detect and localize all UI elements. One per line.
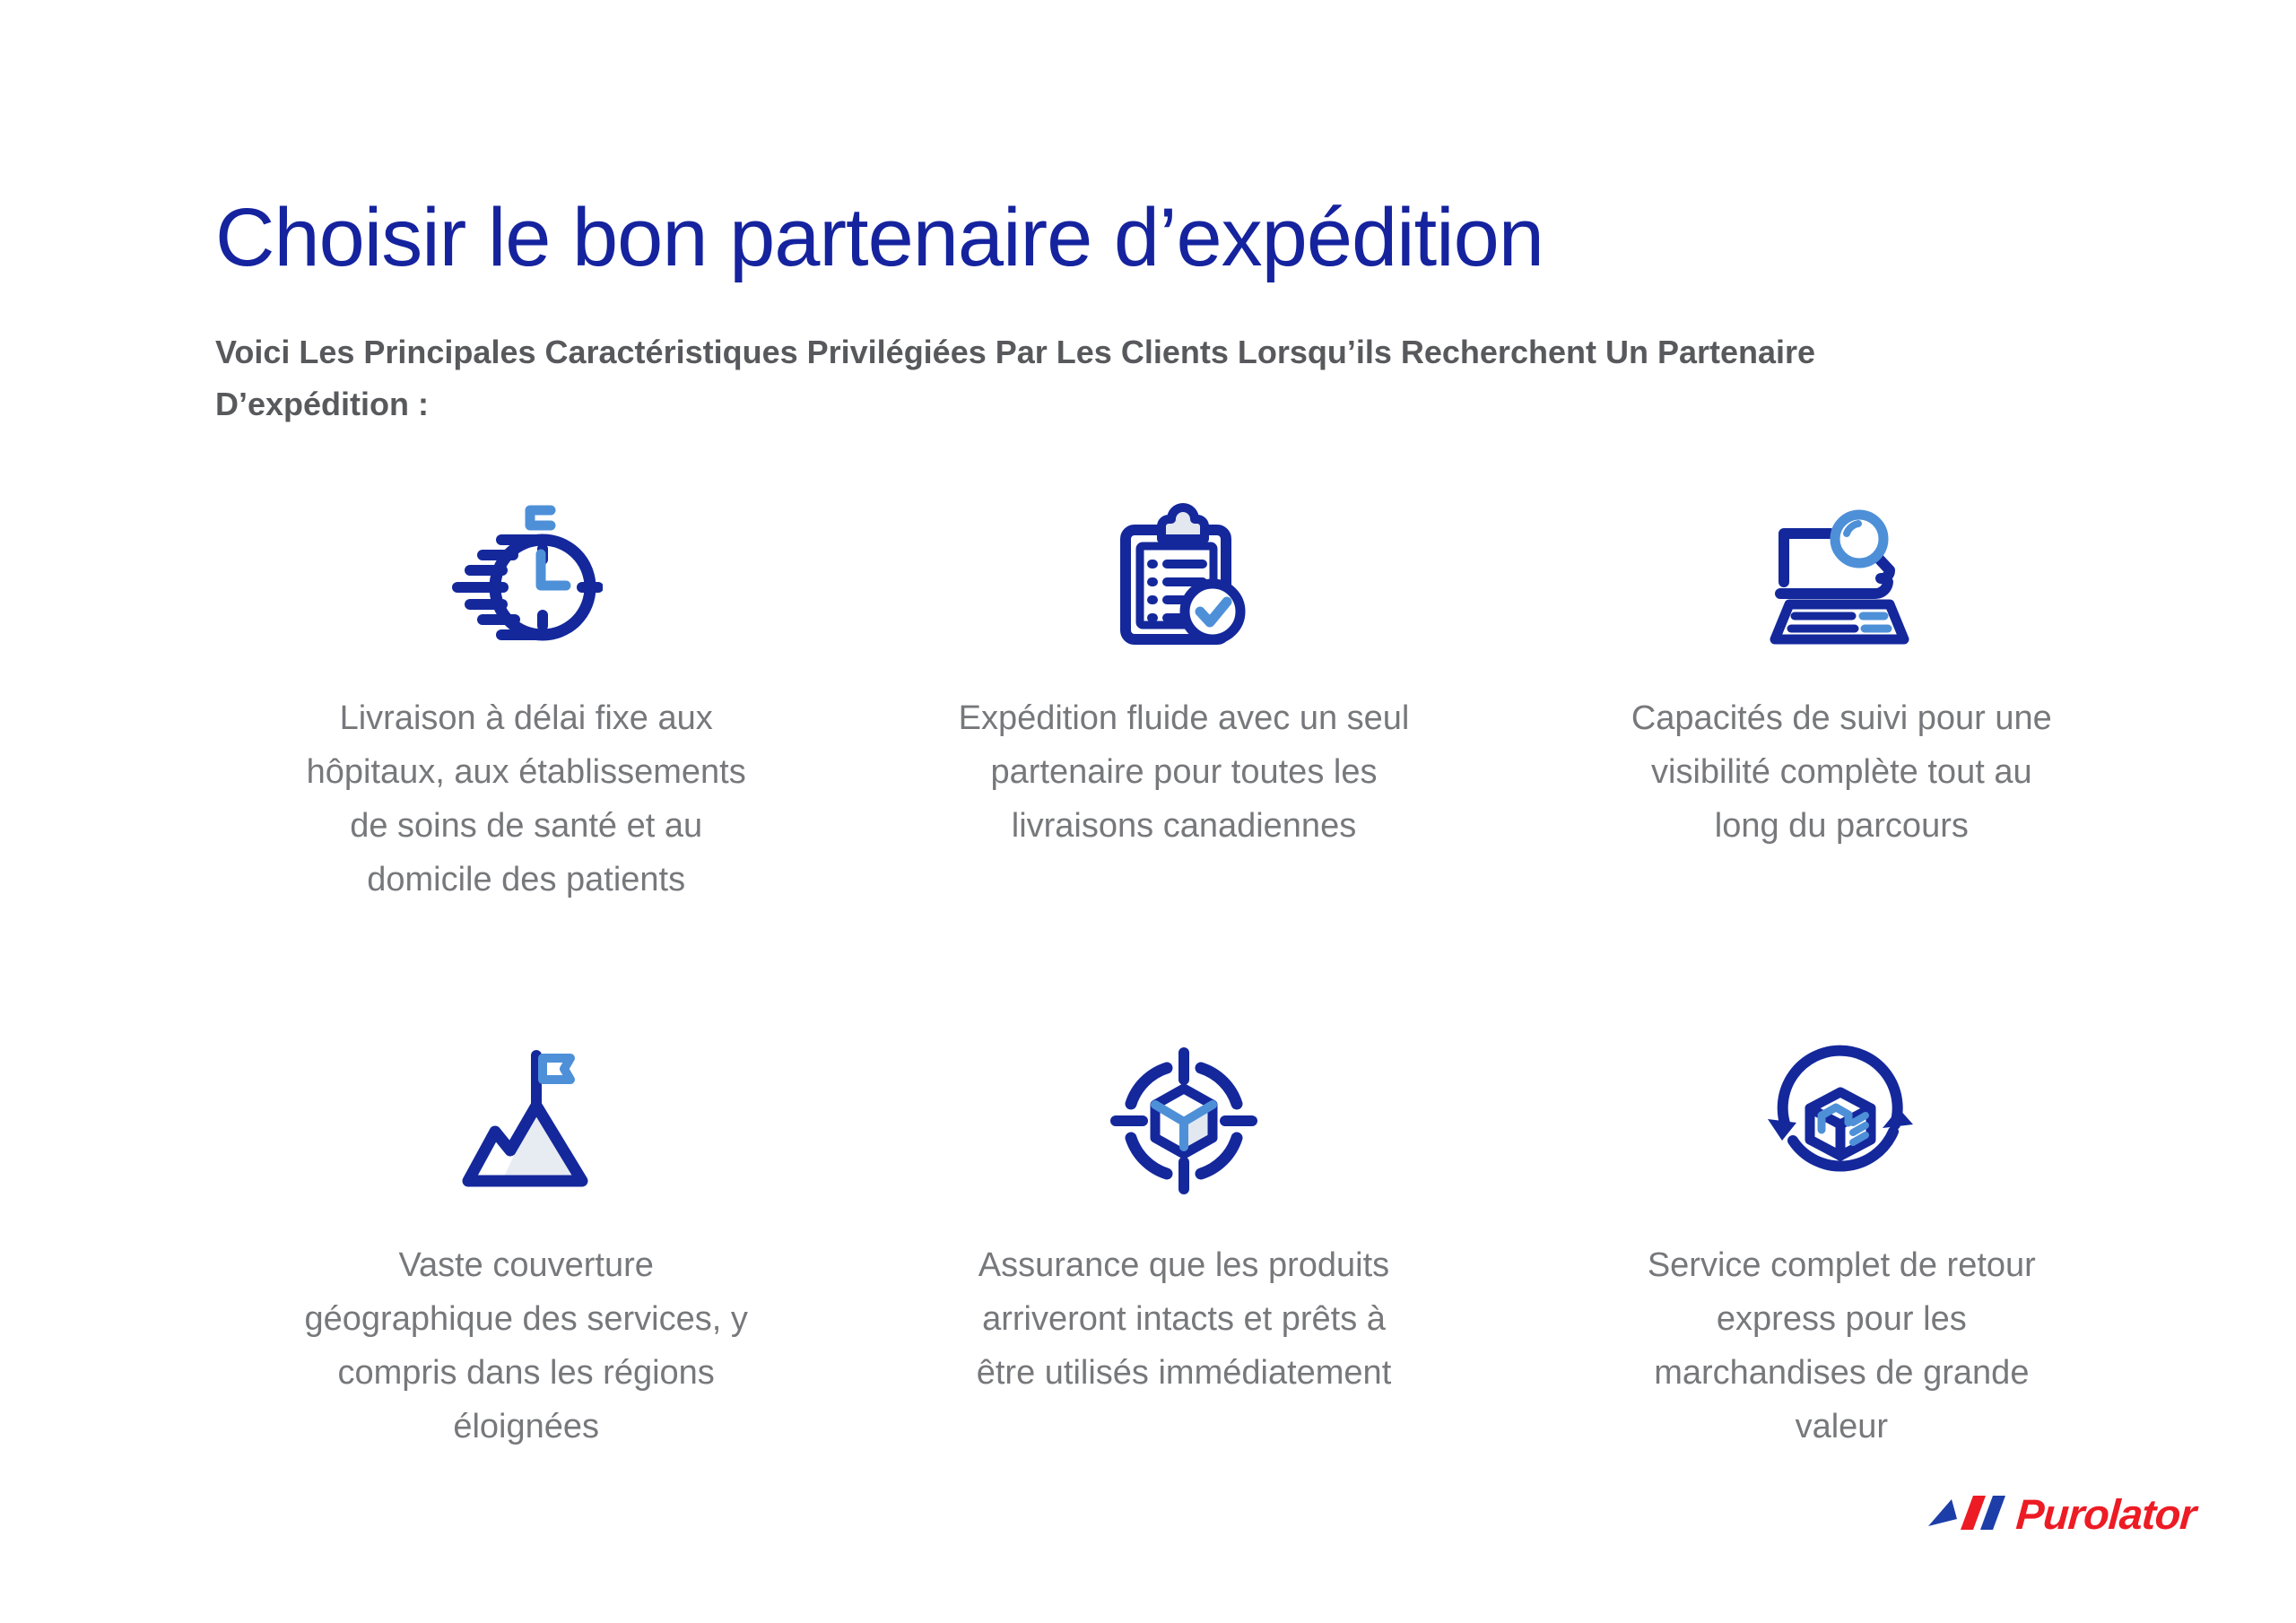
feature-caption: Vaste couverture géographique des servic…: [304, 1246, 748, 1445]
feature-card: Service complet de retour express pour l…: [1513, 1036, 2170, 1454]
feature-card: Vaste couverture géographique des servic…: [197, 1036, 855, 1454]
purolator-wordmark: Purolator: [2014, 1489, 2197, 1538]
feature-card: Capacités de suivi pour une visibilité c…: [1513, 489, 2170, 1036]
feature-card: Assurance que les produits arriveront in…: [855, 1036, 1512, 1454]
laptop-search-icon: [1762, 489, 1920, 659]
clipboard-check-icon: [1108, 489, 1260, 659]
feature-caption: Service complet de retour express pour l…: [1647, 1246, 2036, 1445]
feature-caption: Capacités de suivi pour une visibilité c…: [1631, 699, 2052, 845]
feature-caption: Expédition fluide avec un seul partenair…: [958, 699, 1410, 845]
brand-logo: Purolator: [1928, 1488, 2203, 1539]
feature-card: Livraison à délai fixe aux hôpitaux, aux…: [197, 489, 855, 1036]
returns-box-icon: [1764, 1036, 1918, 1206]
target-package-icon: [1108, 1036, 1260, 1206]
page-title: Choisir le bon partenaire d’expédition: [215, 192, 1544, 283]
header: Choisir le bon partenaire d’expédition V…: [215, 190, 2170, 430]
feature-caption: Livraison à délai fixe aux hôpitaux, aux…: [306, 699, 746, 898]
features-grid: Livraison à délai fixe aux hôpitaux, aux…: [197, 489, 2170, 1454]
mountain-flag-icon: [450, 1036, 603, 1206]
feature-caption: Assurance que les produits arriveront in…: [976, 1246, 1392, 1392]
feature-card: Expédition fluide avec un seul partenair…: [855, 489, 1512, 1036]
purolator-logo-mark: [1928, 1496, 2006, 1530]
page-subtitle: Voici Les Principales Caractéristiques P…: [215, 334, 1816, 422]
speed-clock-icon: [450, 489, 603, 659]
